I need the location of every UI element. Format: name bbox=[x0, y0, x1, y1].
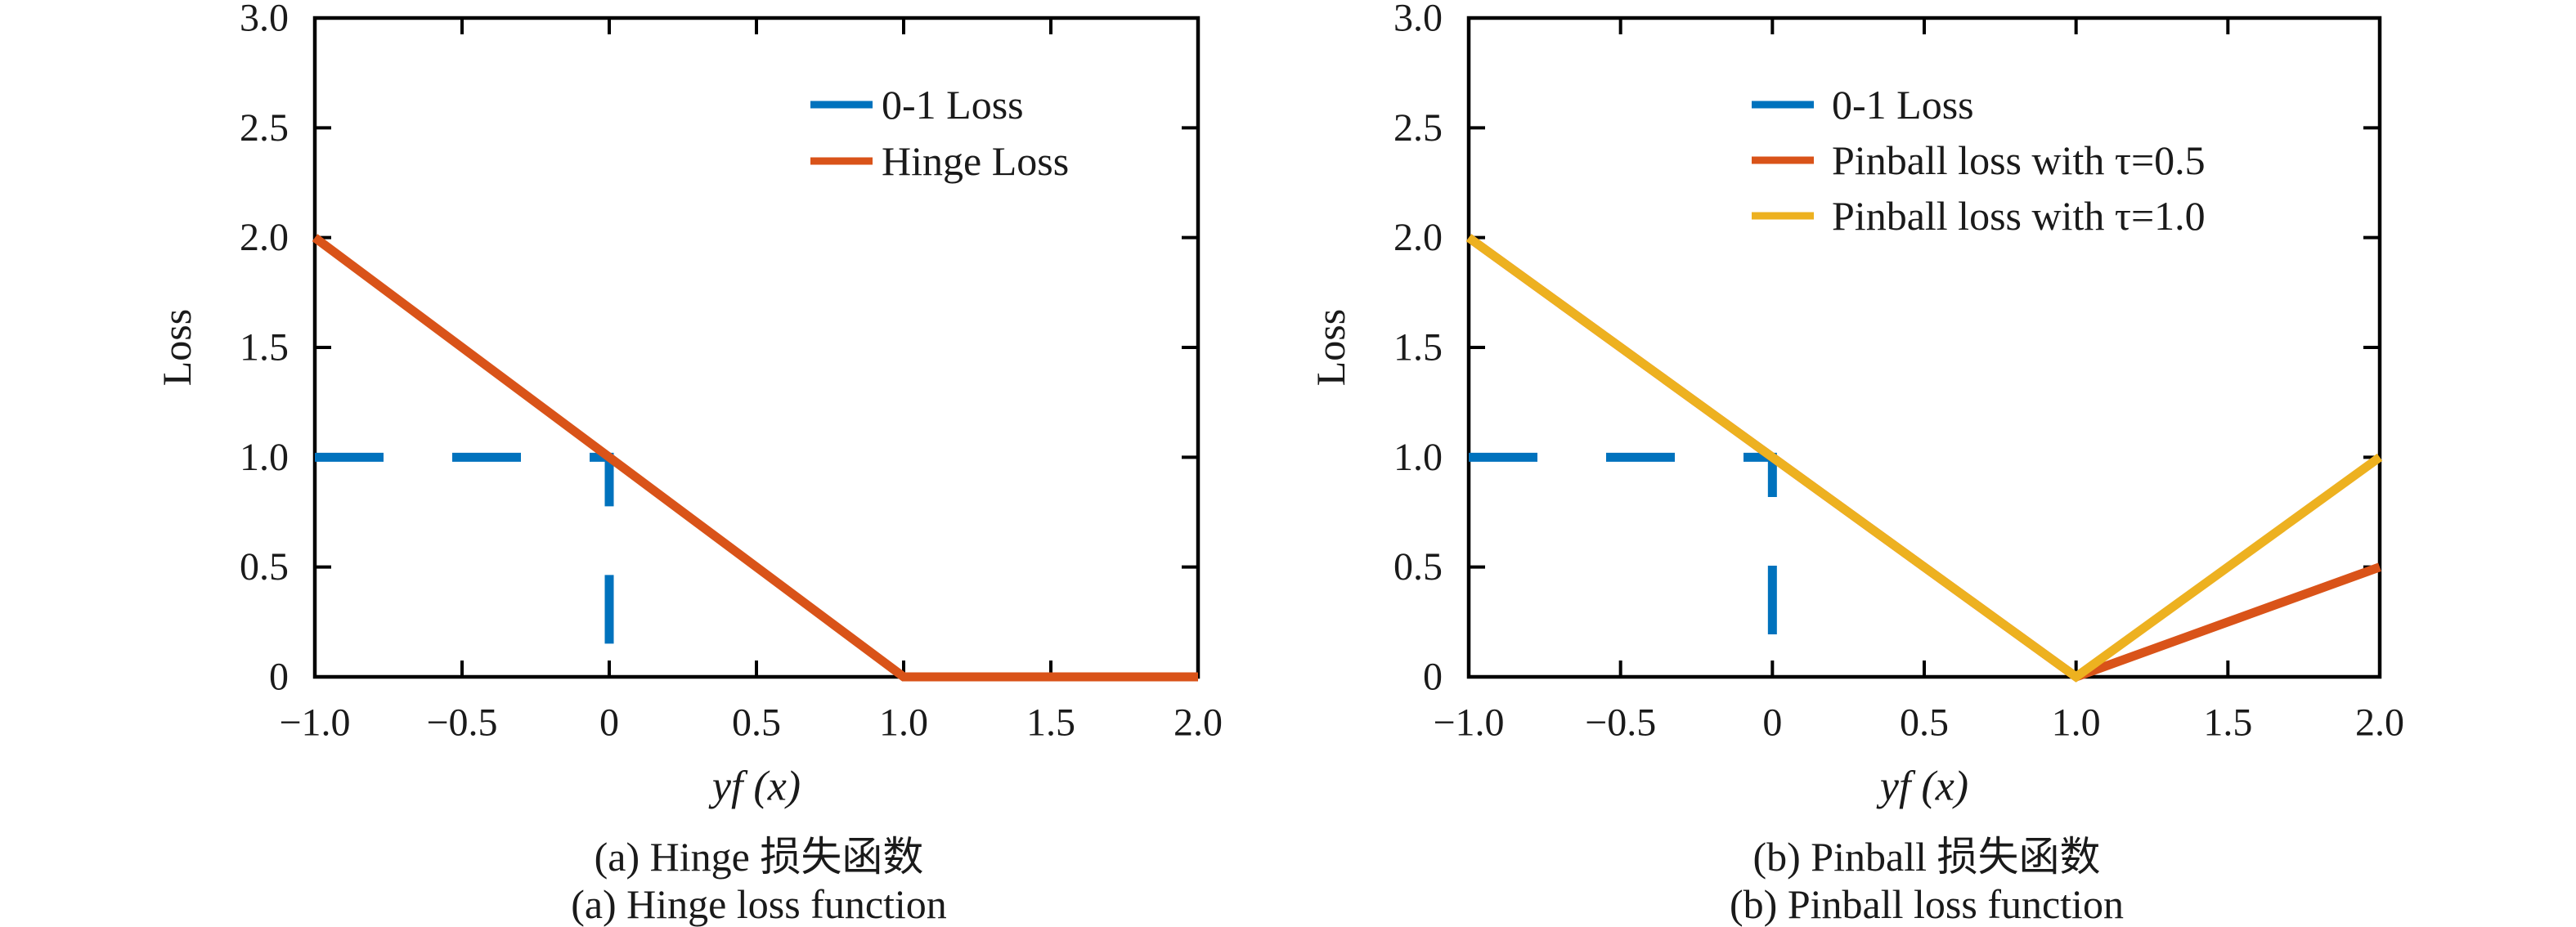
x-tick-label: 2.0 bbox=[1174, 701, 1223, 745]
hinge-loss-chart: −1.0 −0.5 0 0.5 1.0 1.5 2.0 0 0.5 1.0 1.5 2.0 2.5 3.0… bbox=[240, 0, 1223, 745]
x-axis-label-hinge: yf (x) bbox=[708, 764, 801, 810]
legend-label-0-1-loss: 0-1 Loss bbox=[1832, 82, 1974, 128]
x-tick-label: 0 bbox=[599, 701, 619, 745]
caption-en-pinball: (b) Pinball loss function bbox=[1730, 881, 2124, 927]
y-tick-label: 0.5 bbox=[1393, 545, 1443, 589]
0-1-loss-line bbox=[1469, 452, 1777, 677]
legend-label-hinge-loss: Hinge Loss bbox=[882, 138, 1069, 184]
x-tick-label: 1.5 bbox=[2203, 701, 2252, 745]
y-axis-label-pinball: Loss bbox=[1308, 309, 1353, 386]
y-tick-label: 2.0 bbox=[240, 216, 289, 259]
caption-zh-pinball: (b) Pinball 损失函数 bbox=[1753, 834, 2101, 880]
y-tick-label: 0.5 bbox=[240, 545, 289, 589]
x-tick-label: 0.5 bbox=[1900, 701, 1949, 745]
y-tick-label: 0 bbox=[1423, 656, 1443, 699]
y-tick-label: 3.0 bbox=[1393, 0, 1443, 40]
pinball-loss-chart: −1.0 −0.5 0 0.5 1.0 1.5 2.0 0 0.5 1.0 1.5 2.0 2.5 3.0… bbox=[1393, 0, 2404, 745]
caption-zh-hinge: (a) Hinge 损失函数 bbox=[595, 834, 924, 880]
y-axis-label-hinge: Loss bbox=[154, 309, 200, 386]
y-tick-label: 2.5 bbox=[240, 106, 289, 150]
0-1-loss-line bbox=[315, 452, 614, 677]
legend-label-0-1-loss: 0-1 Loss bbox=[882, 82, 1024, 128]
y-tick-label: 2.0 bbox=[1393, 216, 1443, 259]
legend-label-pinball-loss-with-1-0: Pinball loss with τ=1.0 bbox=[1832, 193, 2206, 239]
axes-frame bbox=[312, 16, 1200, 679]
y-tick-label: 1.5 bbox=[240, 326, 289, 369]
legend-label-pinball-loss-with-0-5: Pinball loss with τ=0.5 bbox=[1832, 137, 2206, 183]
x-tick-label: −1.0 bbox=[279, 701, 350, 745]
x-tick-label: 0.5 bbox=[732, 701, 781, 745]
x-axis-label-pinball: yf (x) bbox=[1876, 764, 1968, 810]
y-tick-label: 2.5 bbox=[1393, 106, 1443, 150]
x-tick-label: 1.0 bbox=[879, 701, 928, 745]
x-tick-label: −0.5 bbox=[1585, 701, 1656, 745]
y-tick-label: 3.0 bbox=[240, 0, 289, 40]
hinge-loss-line bbox=[312, 234, 1198, 682]
x-tick-label: 1.0 bbox=[2052, 701, 2101, 745]
y-tick-label: 1.0 bbox=[240, 436, 289, 479]
x-tick-label: 0 bbox=[1762, 701, 1782, 745]
y-tick-label: 0 bbox=[269, 656, 289, 699]
pinball-loss-with-1-0-line bbox=[1465, 234, 2383, 683]
x-tick-label: 1.5 bbox=[1026, 701, 1075, 745]
x-tick-label: 2.0 bbox=[2355, 701, 2404, 745]
x-tick-label: −0.5 bbox=[426, 701, 497, 745]
y-tick-label: 1.5 bbox=[1393, 326, 1443, 369]
x-tick-label: −1.0 bbox=[1433, 701, 1504, 745]
y-tick-label: 1.0 bbox=[1393, 436, 1443, 479]
caption-en-hinge: (a) Hinge loss function bbox=[571, 881, 947, 927]
pinball-loss-with-0-5-line bbox=[1465, 234, 2381, 683]
